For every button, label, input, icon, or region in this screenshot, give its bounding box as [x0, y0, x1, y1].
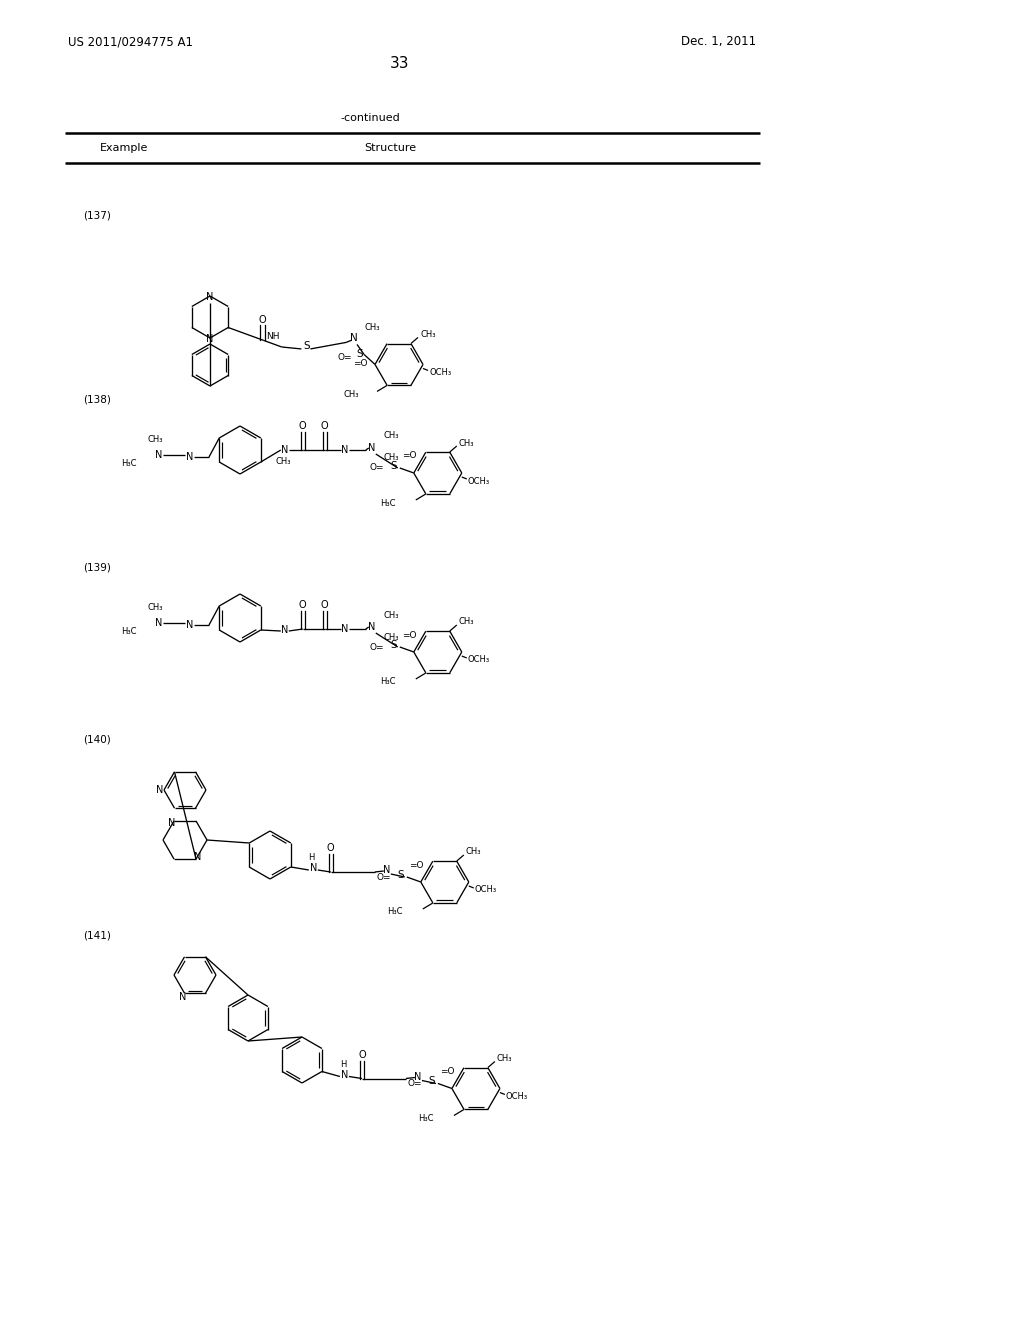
Text: CH₃: CH₃ — [384, 432, 399, 441]
Text: N: N — [310, 863, 317, 873]
Text: S: S — [390, 640, 397, 649]
Text: CH₃: CH₃ — [275, 458, 291, 466]
Text: N: N — [341, 445, 348, 455]
Text: CH₃: CH₃ — [459, 618, 474, 627]
Text: N: N — [156, 450, 163, 459]
Text: OCH₃: OCH₃ — [475, 886, 497, 895]
Text: O=: O= — [370, 643, 384, 652]
Text: CH₃: CH₃ — [384, 610, 399, 619]
Text: H₃C: H₃C — [387, 908, 402, 916]
Text: H: H — [308, 854, 315, 862]
Text: N: N — [186, 451, 194, 462]
Text: =O: =O — [401, 451, 417, 461]
Text: N: N — [368, 622, 376, 632]
Text: S: S — [390, 461, 397, 471]
Text: N: N — [186, 620, 194, 630]
Text: CH₃: CH₃ — [459, 438, 474, 447]
Text: H₃C: H₃C — [419, 1114, 434, 1123]
Text: Structure: Structure — [364, 143, 416, 153]
Text: N: N — [282, 624, 289, 635]
Text: N: N — [156, 618, 163, 628]
Text: N: N — [156, 785, 163, 795]
Text: O: O — [321, 421, 329, 432]
Text: O=: O= — [376, 873, 391, 882]
Text: NH: NH — [266, 333, 280, 342]
Text: N: N — [415, 1072, 422, 1081]
Text: O: O — [299, 421, 306, 432]
Text: (139): (139) — [83, 564, 111, 573]
Text: 33: 33 — [390, 55, 410, 70]
Text: H₃C: H₃C — [122, 627, 137, 636]
Text: S: S — [303, 341, 309, 351]
Text: OCH₃: OCH₃ — [468, 656, 489, 664]
Text: CH₃: CH₃ — [420, 330, 435, 339]
Text: (141): (141) — [83, 931, 111, 940]
Text: OCH₃: OCH₃ — [468, 477, 489, 486]
Text: CH₃: CH₃ — [147, 603, 163, 612]
Text: CH₃: CH₃ — [384, 454, 399, 462]
Text: N: N — [206, 292, 214, 302]
Text: O: O — [358, 1049, 366, 1060]
Text: O=: O= — [370, 463, 384, 473]
Text: Example: Example — [100, 143, 148, 153]
Text: (137): (137) — [83, 210, 111, 220]
Text: H: H — [340, 1060, 346, 1069]
Text: CH₃: CH₃ — [466, 847, 481, 857]
Text: N: N — [282, 445, 289, 455]
Text: OCH₃: OCH₃ — [429, 368, 452, 378]
Text: N: N — [350, 334, 358, 343]
Text: US 2011/0294775 A1: US 2011/0294775 A1 — [68, 36, 193, 49]
Text: H₃C: H₃C — [380, 677, 396, 686]
Text: O=: O= — [408, 1078, 422, 1088]
Text: N: N — [341, 1069, 348, 1080]
Text: (138): (138) — [83, 395, 111, 405]
Text: =O: =O — [409, 861, 423, 870]
Text: N: N — [206, 334, 214, 345]
Text: OCH₃: OCH₃ — [506, 1092, 528, 1101]
Text: S: S — [397, 870, 404, 880]
Text: O: O — [259, 315, 266, 325]
Text: O: O — [321, 601, 329, 610]
Text: =O: =O — [401, 631, 417, 639]
Text: S: S — [356, 350, 364, 359]
Text: N: N — [195, 851, 202, 862]
Text: O: O — [327, 843, 335, 853]
Text: N: N — [383, 865, 390, 875]
Text: =O: =O — [440, 1067, 455, 1076]
Text: O: O — [299, 601, 306, 610]
Text: O=: O= — [338, 352, 352, 362]
Text: H₃C: H₃C — [122, 459, 137, 469]
Text: N: N — [168, 818, 176, 828]
Text: CH₃: CH₃ — [384, 632, 399, 642]
Text: H₃C: H₃C — [380, 499, 396, 507]
Text: CH₃: CH₃ — [147, 436, 163, 445]
Text: S: S — [429, 1077, 435, 1086]
Text: CH₃: CH₃ — [343, 389, 359, 399]
Text: N: N — [178, 993, 186, 1002]
Text: CH₃: CH₃ — [497, 1053, 512, 1063]
Text: N: N — [341, 624, 348, 634]
Text: N: N — [368, 444, 376, 453]
Text: =O: =O — [353, 359, 368, 368]
Text: Dec. 1, 2011: Dec. 1, 2011 — [681, 36, 756, 49]
Text: (140): (140) — [83, 735, 111, 744]
Text: CH₃: CH₃ — [364, 323, 380, 331]
Text: -continued: -continued — [340, 114, 400, 123]
